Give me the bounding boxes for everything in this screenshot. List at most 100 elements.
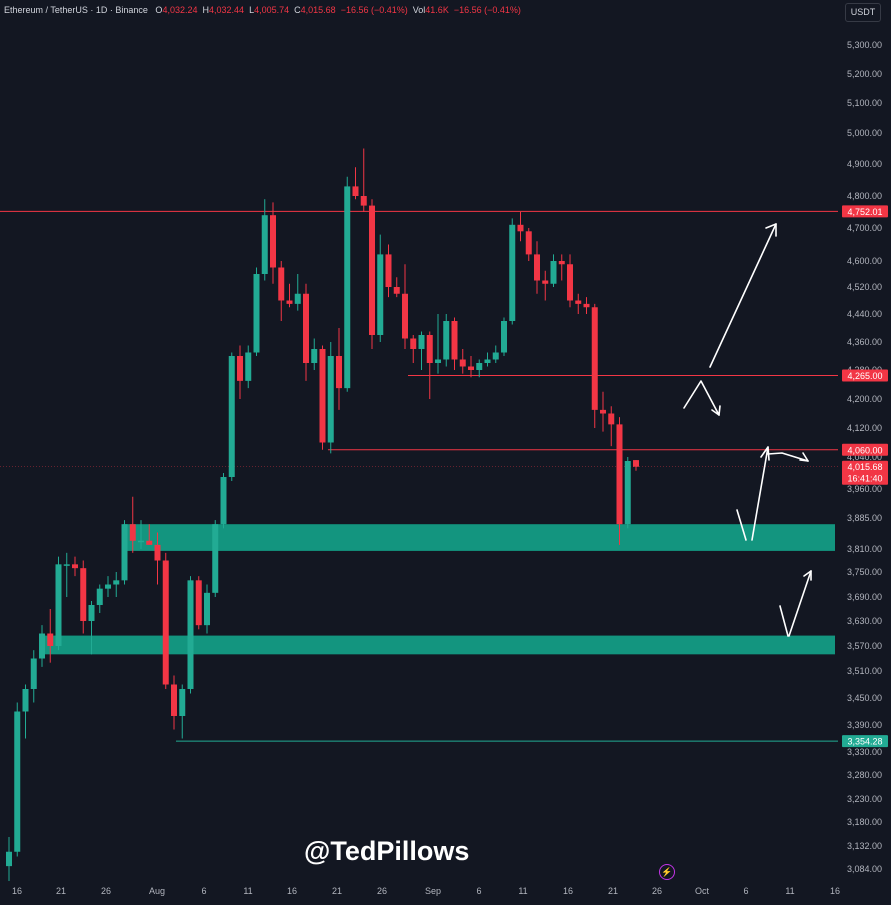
- candle[interactable]: [129, 496, 136, 553]
- x-axis[interactable]: 16 21 26 Aug 6 11 16 21 26 Sep 6 11 16 21 26 Oct 6 11 16: [12, 886, 840, 896]
- candle[interactable]: [451, 317, 458, 371]
- candle-body: [72, 564, 78, 569]
- candle-body: [253, 274, 260, 353]
- candle[interactable]: [484, 352, 491, 367]
- candle-body: [360, 196, 367, 206]
- candle[interactable]: [608, 406, 615, 447]
- candle[interactable]: [616, 417, 623, 545]
- currency-button[interactable]: USDT: [845, 3, 881, 22]
- candle[interactable]: [624, 457, 631, 529]
- candle[interactable]: [303, 283, 309, 381]
- candle[interactable]: [327, 342, 334, 454]
- candle[interactable]: [237, 345, 243, 400]
- candle[interactable]: [14, 702, 21, 857]
- candle[interactable]: [410, 335, 417, 363]
- candle-body: [278, 267, 285, 301]
- candle[interactable]: [162, 552, 169, 689]
- candle-body: [154, 544, 161, 561]
- support-zone-upper[interactable]: [123, 524, 835, 551]
- candle[interactable]: [352, 167, 359, 200]
- candle[interactable]: [443, 314, 450, 367]
- current-price-label[interactable]: 4,015.68 16:41:40: [842, 460, 888, 485]
- candle[interactable]: [385, 244, 392, 298]
- candle[interactable]: [138, 520, 144, 549]
- candle[interactable]: [187, 576, 194, 694]
- candle[interactable]: [121, 520, 128, 585]
- candle[interactable]: [270, 202, 276, 284]
- candle[interactable]: [509, 218, 516, 325]
- level-price-label[interactable]: 4,752.01: [842, 205, 888, 218]
- candle[interactable]: [369, 199, 375, 349]
- support-zone-lower[interactable]: [42, 635, 835, 655]
- candle[interactable]: [286, 283, 293, 308]
- candle[interactable]: [583, 297, 590, 314]
- candle[interactable]: [633, 460, 639, 471]
- candle[interactable]: [600, 391, 606, 432]
- lightning-icon[interactable]: ⚡: [659, 864, 675, 880]
- candle[interactable]: [567, 254, 573, 308]
- symbol-name[interactable]: Ethereum / TetherUS · 1D · Binance: [4, 5, 148, 15]
- candle[interactable]: [550, 254, 557, 287]
- level-price-label[interactable]: 4,060.00: [842, 443, 888, 456]
- x-tick-label: 11: [243, 886, 252, 896]
- candle[interactable]: [319, 345, 326, 450]
- y-axis[interactable]: 5,300.00 5,200.00 5,100.00 5,000.00 4,900.00…: [847, 40, 882, 874]
- candle[interactable]: [171, 675, 177, 730]
- candle[interactable]: [30, 650, 37, 703]
- candle[interactable]: [80, 560, 87, 634]
- candle[interactable]: [476, 359, 483, 378]
- candle[interactable]: [63, 552, 70, 597]
- candle[interactable]: [228, 352, 235, 482]
- candle[interactable]: [88, 601, 95, 655]
- candle[interactable]: [96, 584, 103, 614]
- candle[interactable]: [377, 234, 384, 342]
- candle[interactable]: [294, 274, 301, 311]
- candle-body: [88, 605, 95, 621]
- candle[interactable]: [154, 532, 161, 585]
- candle[interactable]: [418, 331, 425, 371]
- candle[interactable]: [459, 349, 466, 374]
- candle[interactable]: [195, 576, 202, 630]
- candle[interactable]: [393, 277, 400, 298]
- candle[interactable]: [113, 572, 120, 597]
- candle[interactable]: [542, 270, 549, 301]
- candle[interactable]: [39, 625, 45, 667]
- candle[interactable]: [534, 241, 540, 294]
- candle[interactable]: [492, 345, 499, 364]
- level-price-label[interactable]: 4,265.00: [842, 369, 888, 382]
- candle[interactable]: [402, 264, 408, 349]
- high-label: H: [202, 5, 210, 15]
- candle[interactable]: [261, 199, 268, 281]
- candle[interactable]: [253, 267, 260, 357]
- candle[interactable]: [360, 148, 367, 213]
- candle[interactable]: [55, 556, 62, 651]
- candle[interactable]: [558, 254, 565, 281]
- candle[interactable]: [6, 837, 12, 881]
- candle[interactable]: [336, 328, 342, 410]
- candle[interactable]: [517, 212, 524, 242]
- candle[interactable]: [426, 331, 433, 400]
- candle[interactable]: [220, 473, 227, 529]
- candle[interactable]: [47, 609, 54, 663]
- candle[interactable]: [468, 356, 474, 378]
- candle[interactable]: [72, 556, 78, 577]
- candle[interactable]: [212, 520, 219, 597]
- candle[interactable]: [501, 317, 507, 357]
- candle[interactable]: [179, 684, 186, 739]
- candle[interactable]: [344, 176, 351, 392]
- candle[interactable]: [575, 293, 582, 314]
- candle[interactable]: [146, 524, 153, 545]
- level-price-label[interactable]: 3,354.28: [842, 735, 888, 748]
- candle[interactable]: [435, 314, 441, 374]
- candle-body: [63, 564, 70, 566]
- candle[interactable]: [105, 576, 111, 597]
- candle[interactable]: [591, 303, 598, 428]
- candle[interactable]: [245, 345, 252, 389]
- candle[interactable]: [278, 261, 285, 321]
- candle[interactable]: [204, 584, 210, 634]
- candle[interactable]: [22, 684, 29, 739]
- candle-body: [228, 356, 235, 477]
- candle[interactable]: [311, 338, 318, 371]
- candle[interactable]: [525, 228, 532, 261]
